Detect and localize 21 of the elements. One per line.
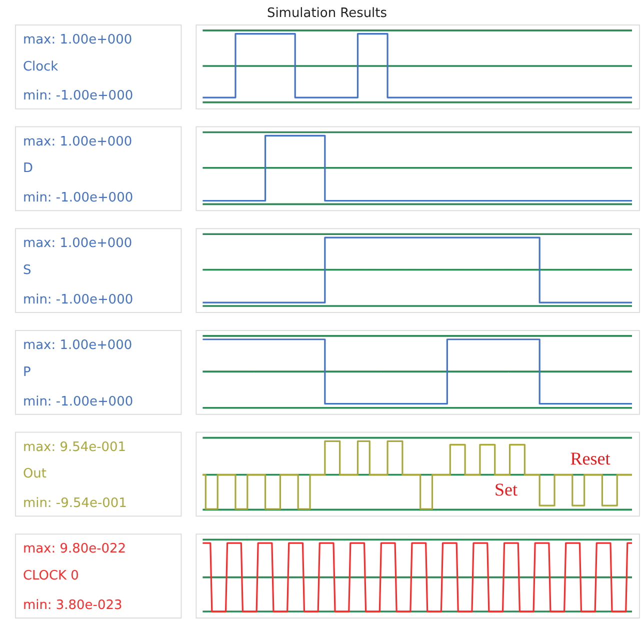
text: max: 1.00e+000 bbox=[22, 338, 132, 354]
text: max: 1.00e+000 bbox=[22, 134, 132, 150]
text: max: 9.80e-022 bbox=[22, 542, 126, 557]
y-axis-title: S bbox=[22, 263, 32, 278]
text: min: -9.54e-001 bbox=[22, 496, 127, 512]
y-axis-title: Clock bbox=[22, 59, 59, 74]
text: min: -1.00e+000 bbox=[22, 394, 134, 410]
text: min: 3.80e-023 bbox=[22, 598, 122, 613]
text: max: 9.54e-001 bbox=[22, 440, 126, 455]
annotation: Set bbox=[494, 480, 518, 500]
text: min: -1.00e+000 bbox=[22, 88, 134, 104]
text: min: -1.00e+000 bbox=[22, 292, 134, 308]
text: min: -1.00e+000 bbox=[22, 190, 134, 206]
y-axis-title: P bbox=[22, 364, 31, 380]
text: max: 1.00e+000 bbox=[22, 32, 132, 48]
chart-title: Simulation Results bbox=[266, 6, 388, 21]
text: max: 1.00e+000 bbox=[22, 236, 132, 252]
y-axis-title: D bbox=[22, 161, 33, 176]
annotation: Reset bbox=[570, 448, 610, 468]
y-axis-title: Out bbox=[22, 466, 46, 482]
y-axis-title: CLOCK 0 bbox=[22, 568, 79, 584]
